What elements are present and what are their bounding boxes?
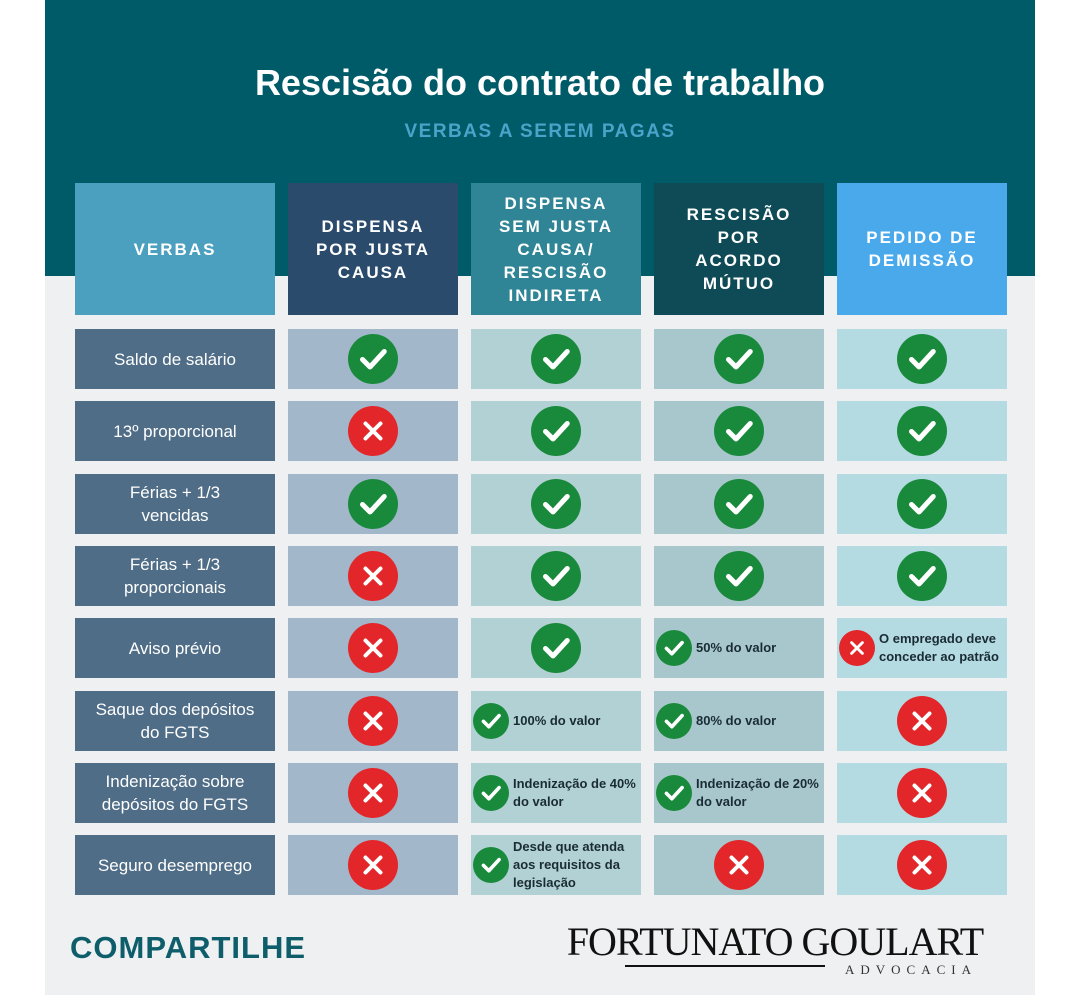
column-header: DISPENSA SEM JUSTA CAUSA/ RESCISÃO INDIR… — [471, 183, 641, 315]
row-label: 13º proporcional — [75, 401, 275, 462]
cell-note: 80% do valor — [696, 712, 777, 728]
cross-icon — [348, 623, 398, 674]
row-label: Férias + 1/3 vencidas — [75, 473, 275, 534]
logo: FORTUNATO GOULART — [566, 919, 984, 964]
cell-note: Indenização de 40% do valor — [513, 775, 636, 809]
table-cell — [654, 401, 824, 462]
check-icon — [348, 478, 398, 529]
table-cell — [288, 401, 458, 462]
table-cell: O empregado deve conceder ao patrão — [837, 618, 1007, 679]
check-icon — [897, 478, 947, 529]
table-cell — [654, 545, 824, 606]
row-label: Saque dos depósitos do FGTS — [75, 690, 275, 751]
column-header: PEDIDO DE DEMISSÃO — [837, 183, 1007, 315]
table-cell — [837, 329, 1007, 389]
table-cell — [471, 401, 641, 462]
table-cell — [471, 473, 641, 534]
check-icon — [714, 478, 764, 529]
cross-icon — [348, 406, 398, 457]
cross-icon — [839, 630, 875, 667]
row-label: Seguro desemprego — [75, 835, 275, 896]
check-icon — [656, 774, 692, 811]
table-cell — [654, 473, 824, 534]
table-cell — [288, 329, 458, 389]
check-icon — [897, 334, 947, 384]
column-header: VERBAS — [75, 183, 275, 315]
cell-note: 100% do valor — [513, 712, 601, 728]
table-cell: 80% do valor — [654, 690, 824, 751]
table-cell — [288, 473, 458, 534]
check-icon — [531, 623, 581, 674]
table-cell — [288, 762, 458, 823]
cell-note: 50% do valor — [696, 640, 777, 656]
check-icon — [531, 334, 581, 384]
row-label: Férias + 1/3 proporcionais — [75, 545, 275, 606]
table-cell — [837, 473, 1007, 534]
subtitle: VERBAS A SEREM PAGAS — [404, 121, 676, 142]
cross-icon — [714, 840, 764, 891]
table-cell: Desde que atenda aos requisitos da legis… — [471, 835, 641, 896]
table-cell — [837, 690, 1007, 751]
cell-note: O empregado deve conceder ao patrão — [879, 631, 999, 665]
table-cell — [471, 329, 641, 389]
logo-sub: ADVOCACIA — [845, 962, 977, 977]
cross-icon — [897, 840, 947, 891]
table-cell: Indenização de 40% do valor — [471, 762, 641, 823]
check-icon — [656, 630, 692, 667]
check-icon — [531, 478, 581, 529]
check-icon — [656, 702, 692, 739]
check-icon — [897, 406, 947, 457]
table-cell — [837, 835, 1007, 896]
table-cell — [837, 545, 1007, 606]
check-icon — [897, 550, 947, 601]
table-cell — [471, 618, 641, 679]
row-label: Saldo de salário — [75, 329, 275, 389]
column-header: DISPENSA POR JUSTA CAUSA — [288, 183, 458, 315]
row-label: Indenização sobre depósitos do FGTS — [75, 762, 275, 823]
table-cell: 100% do valor — [471, 690, 641, 751]
check-icon — [714, 550, 764, 601]
table-cell — [837, 762, 1007, 823]
table-cell — [837, 401, 1007, 462]
table-cell — [471, 545, 641, 606]
title: Rescisão do contrato de trabalho — [254, 62, 826, 103]
panel: Rescisão do contrato de trabalho VERBAS … — [45, 0, 1035, 995]
table-cell: Indenização de 20% do valor — [654, 762, 824, 823]
cross-icon — [348, 550, 398, 601]
cross-icon — [348, 767, 398, 818]
check-icon — [348, 334, 398, 384]
check-icon — [473, 847, 509, 884]
cross-icon — [348, 840, 398, 891]
table-cell — [654, 329, 824, 389]
cell-note: Indenização de 20% do valor — [696, 775, 819, 809]
column-header: RESCISÃO POR ACORDO MÚTUO — [654, 183, 824, 315]
check-icon — [473, 702, 509, 739]
table-cell — [288, 835, 458, 896]
table-cell — [654, 835, 824, 896]
check-icon — [714, 406, 764, 457]
cross-icon — [348, 695, 398, 746]
cross-icon — [897, 767, 947, 818]
check-icon — [531, 550, 581, 601]
cross-icon — [897, 695, 947, 746]
cell-note: Desde que atenda aos requisitos da legis… — [513, 839, 625, 891]
table-cell — [288, 690, 458, 751]
check-icon — [714, 334, 764, 384]
share: COMPARTILHE — [70, 930, 307, 965]
table-cell — [288, 618, 458, 679]
check-icon — [531, 406, 581, 457]
check-icon — [473, 774, 509, 811]
table-cell: 50% do valor — [654, 618, 824, 679]
logo-rule — [625, 965, 825, 967]
table-cell — [288, 545, 458, 606]
row-label: Aviso prévio — [75, 618, 275, 679]
